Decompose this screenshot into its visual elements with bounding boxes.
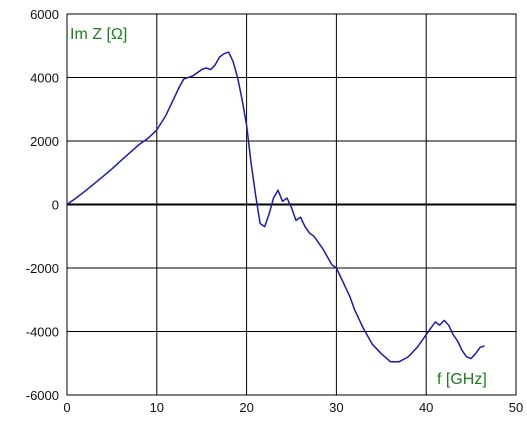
y-tick-label: 0 — [52, 198, 59, 213]
x-tick-label: 30 — [329, 400, 343, 415]
y-tick-label: 4000 — [30, 71, 59, 86]
x-tick-label: 10 — [150, 400, 164, 415]
x-axis-annotation: f [GHz] — [437, 371, 487, 388]
y-tick-label: 6000 — [30, 7, 59, 22]
x-tick-labels: 0 10 20 30 40 50 — [63, 400, 523, 415]
y-tick-label: 2000 — [30, 134, 59, 149]
x-tick-label: 50 — [509, 400, 523, 415]
y-tick-labels: -6000 -4000 -2000 0 2000 4000 6000 — [26, 7, 59, 403]
x-tick-label: 40 — [419, 400, 433, 415]
y-tick-label: -4000 — [26, 325, 59, 340]
x-tick-label: 20 — [239, 400, 253, 415]
series-line-im-z — [66, 51, 485, 363]
y-tick-label: -2000 — [26, 261, 59, 276]
x-tick-label: 0 — [63, 400, 70, 415]
y-axis-annotation: Im Z [Ω] — [70, 26, 127, 43]
y-tick-label: -6000 — [26, 388, 59, 403]
